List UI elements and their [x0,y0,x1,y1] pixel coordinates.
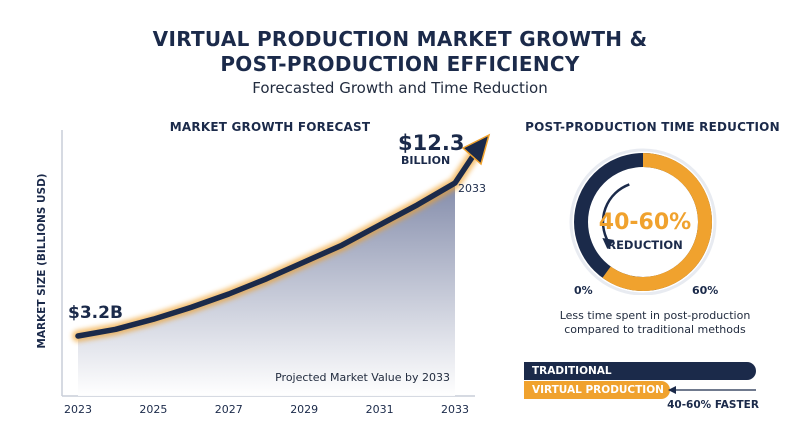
bar-virtual-production: VIRTUAL PRODUCTION [524,381,670,399]
growth-point-2032 [416,204,419,206]
end-year-label: 2033 [458,182,486,195]
x-tick-2027: 2027 [215,403,243,416]
growth-point-2029 [303,261,306,263]
donut-reduction-arc [602,153,712,291]
growth-point-2033 [454,182,456,184]
reduction-caption-line-1: Less time spent in post-production [559,309,751,322]
growth-point-2030 [341,244,343,247]
donut-inner-arrow [601,183,630,243]
bar-traditional-label: TRADITIONAL [532,365,612,377]
growth-arrowhead [461,133,491,166]
growth-point-2027 [228,293,230,295]
x-tick-2023: 2023 [64,403,92,416]
growth-line [75,147,480,339]
donut-inner-arrowhead [602,238,615,249]
projection-note: Projected Market Value by 2033 [275,371,450,384]
end-value-label: $12.3 [398,131,464,155]
faster-arrow [668,386,756,394]
ring-max-label: 60% [692,284,719,297]
growth-chart-title: MARKET GROWTH FORECAST [169,120,371,134]
reduction-label: REDUCTION [607,238,683,252]
page-title-line-1: VIRTUAL PRODUCTION MARKET GROWTH & [152,27,648,51]
ring-min-label: 0% [574,284,593,297]
reduction-donut [569,148,717,295]
bar-traditional: TRADITIONAL [524,362,756,380]
growth-point-2023 [77,335,79,337]
page-title-line-2: POST-PRODUCTION EFFICIENCY [220,52,580,76]
growth-point-2026 [190,306,192,309]
growth-point-2025 [152,318,155,320]
x-tick-2031: 2031 [366,403,394,416]
faster-label: 40-60% FASTER [667,399,759,411]
growth-point-2028 [265,278,268,280]
reduction-caption-line-2: compared to traditional methods [564,323,746,336]
x-tick-2025: 2025 [139,403,167,416]
growth-point-2031 [378,224,381,226]
reduction-value: 40-60% [598,210,692,235]
start-value-label: $3.2B [68,303,123,323]
bar-virtual-production-label: VIRTUAL PRODUCTION [532,384,664,396]
x-tick-2029: 2029 [290,403,318,416]
reduction-chart-title: POST-PRODUCTION TIME REDUCTION [525,120,780,134]
growth-point-2024 [114,328,117,331]
page-subtitle: Forecasted Growth and Time Reduction [252,79,548,97]
donut-outer-ring [569,148,717,295]
end-unit-label: BILLION [401,154,450,167]
y-axis-label: MARKET SIZE (BILLIONS USD) [36,173,48,349]
growth-chart: 2023 2025 2027 2029 2031 2033 $3.2B $12.3BILLI… [61,130,491,416]
x-tick-2033: 2033 [441,403,469,416]
